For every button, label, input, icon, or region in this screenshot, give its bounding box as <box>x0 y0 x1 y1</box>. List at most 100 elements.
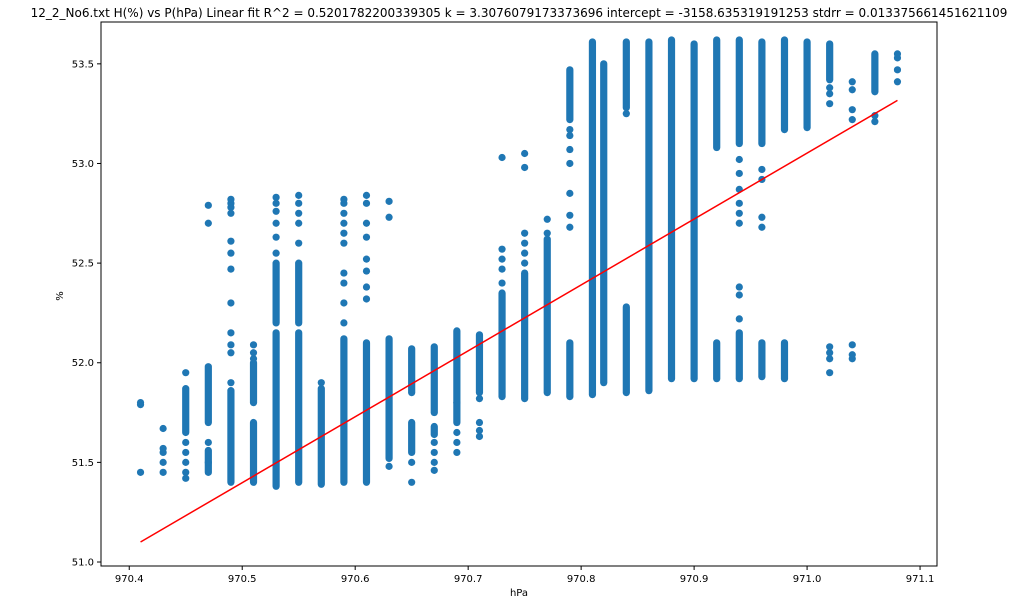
data-point <box>159 444 167 453</box>
data-point <box>340 229 348 237</box>
data-point <box>848 351 856 359</box>
data-column <box>622 38 630 397</box>
data-point <box>893 50 902 58</box>
x-tick-label: 971.0 <box>793 574 822 585</box>
data-column <box>385 197 393 470</box>
data-point <box>826 90 834 98</box>
data-point <box>453 448 461 457</box>
data-point <box>340 239 348 247</box>
data-point <box>498 279 506 287</box>
data-point <box>182 438 190 447</box>
data-point <box>826 343 834 351</box>
data-column <box>735 36 743 383</box>
data-point <box>204 201 212 209</box>
data-point <box>566 159 574 168</box>
data-column <box>272 193 280 490</box>
data-point <box>362 199 371 207</box>
data-point <box>362 255 371 263</box>
data-point <box>826 349 834 357</box>
data-point <box>430 466 438 474</box>
data-point <box>566 223 574 231</box>
data-point <box>566 211 574 219</box>
data-point <box>622 110 630 118</box>
data-point <box>758 213 766 221</box>
data-point <box>735 291 743 299</box>
data-point <box>475 395 484 403</box>
data-point <box>204 438 212 447</box>
y-axis: 51.0 51.5 52.0 52.5 53.0 53.5 <box>72 59 101 569</box>
data-point <box>272 193 280 201</box>
data-column <box>295 191 303 486</box>
data-column <box>848 78 856 363</box>
data-point <box>272 199 280 207</box>
data-point <box>227 341 235 349</box>
data-column <box>826 40 834 377</box>
data-point <box>295 209 303 217</box>
data-column <box>204 201 212 476</box>
data-point <box>362 295 371 303</box>
x-tick-label: 970.7 <box>454 574 483 585</box>
x-tick-label: 970.4 <box>115 574 144 585</box>
data-point <box>566 189 574 197</box>
x-axis: 970.4 970.5 970.6 970.7 970.8 970.9 971.0 971.1 <box>115 566 934 585</box>
data-point <box>498 265 506 273</box>
y-tick-label: 53.5 <box>72 59 94 70</box>
data-point <box>430 458 438 466</box>
x-tick-label: 970.9 <box>680 574 709 585</box>
data-point <box>893 78 902 86</box>
data-point <box>475 426 484 435</box>
data-point <box>249 349 258 357</box>
data-column <box>475 331 484 441</box>
data-column <box>182 369 190 482</box>
data-point <box>385 197 393 205</box>
data-point <box>227 249 235 257</box>
data-point <box>408 458 416 466</box>
data-point <box>871 118 879 126</box>
data-point <box>385 213 393 221</box>
data-point <box>453 438 461 447</box>
data-point <box>521 229 529 237</box>
data-point <box>295 219 303 227</box>
data-point <box>227 237 235 245</box>
data-point <box>182 474 190 482</box>
y-tick-label: 51.5 <box>72 458 94 469</box>
data-point <box>735 283 743 291</box>
data-point <box>498 153 506 162</box>
data-column <box>543 215 551 397</box>
data-column <box>521 149 529 403</box>
data-point <box>430 438 438 447</box>
data-point <box>362 267 371 275</box>
data-point <box>340 195 348 203</box>
y-axis-label: % <box>55 291 66 301</box>
y-tick-label: 53.0 <box>72 159 94 170</box>
data-point <box>340 209 348 217</box>
data-point <box>566 131 574 140</box>
data-point <box>566 126 574 134</box>
y-tick-label: 51.0 <box>72 558 94 569</box>
data-point <box>227 329 235 337</box>
data-point <box>227 349 235 357</box>
data-point <box>521 249 529 257</box>
data-point <box>475 432 484 441</box>
data-column <box>227 195 235 486</box>
x-tick-label: 971.1 <box>906 574 935 585</box>
data-point <box>159 424 167 433</box>
data-point <box>826 355 834 363</box>
data-point <box>204 458 212 466</box>
data-point <box>498 255 506 263</box>
data-point <box>340 299 348 307</box>
data-point <box>227 265 235 273</box>
data-point <box>182 369 190 377</box>
data-column <box>453 327 461 457</box>
data-point <box>848 341 856 349</box>
data-point <box>227 195 235 203</box>
data-column <box>758 38 766 381</box>
data-point <box>408 478 416 486</box>
data-point <box>340 319 348 327</box>
data-point <box>159 468 167 476</box>
data-point <box>543 229 551 237</box>
data-point <box>340 279 348 287</box>
chart-title: 12_2_No6.txt H(%) vs P(hPa) Linear fit R… <box>31 6 1008 20</box>
data-point <box>521 149 529 158</box>
